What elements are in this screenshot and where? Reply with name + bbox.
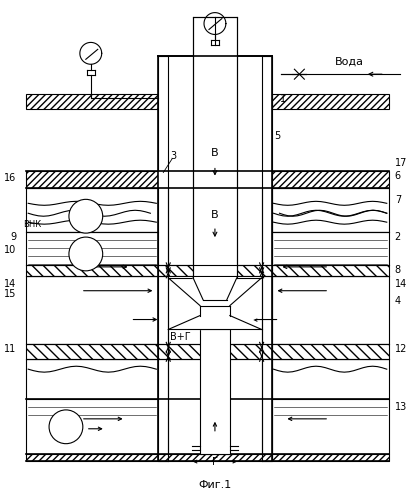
Bar xyxy=(26,454,158,461)
Circle shape xyxy=(49,410,83,444)
Text: 12: 12 xyxy=(395,344,407,354)
Bar xyxy=(272,399,389,454)
Text: 5: 5 xyxy=(275,131,281,141)
Text: 2: 2 xyxy=(395,232,401,242)
Bar xyxy=(158,344,272,359)
Bar xyxy=(26,344,158,359)
Bar xyxy=(158,265,272,276)
Text: ВНК: ВНК xyxy=(23,220,42,229)
Bar xyxy=(272,359,389,399)
Bar xyxy=(272,265,389,276)
Text: Г: Г xyxy=(62,422,69,432)
Text: 14: 14 xyxy=(395,279,407,289)
Text: Вода: Вода xyxy=(335,56,363,66)
Polygon shape xyxy=(168,315,262,329)
Text: Г: Г xyxy=(67,424,74,434)
Bar xyxy=(272,232,389,265)
Bar xyxy=(262,56,272,461)
Text: В+Г: В+Г xyxy=(170,332,191,342)
Text: 3: 3 xyxy=(170,151,176,161)
Text: 10: 10 xyxy=(4,245,16,255)
Polygon shape xyxy=(168,278,262,315)
Bar xyxy=(26,359,158,399)
Bar xyxy=(158,171,272,189)
Text: В: В xyxy=(211,148,219,158)
Text: В: В xyxy=(211,210,219,220)
Bar xyxy=(26,171,158,189)
Bar xyxy=(26,94,158,109)
Bar xyxy=(272,454,389,461)
Text: Фиг.1: Фиг.1 xyxy=(199,481,231,491)
Text: 16: 16 xyxy=(4,174,16,184)
Text: 4: 4 xyxy=(395,295,401,306)
Bar xyxy=(26,265,158,276)
Bar xyxy=(26,399,158,454)
Bar xyxy=(193,16,237,278)
Text: Г: Г xyxy=(212,457,218,467)
Bar xyxy=(272,189,389,232)
Bar xyxy=(26,276,158,344)
Text: В: В xyxy=(82,249,90,259)
Bar xyxy=(200,329,230,454)
Bar xyxy=(158,56,168,461)
Text: 11: 11 xyxy=(4,344,16,354)
Text: Н: Н xyxy=(82,211,90,221)
Circle shape xyxy=(69,199,103,233)
Bar xyxy=(158,454,272,461)
Text: 8: 8 xyxy=(395,265,401,275)
Bar xyxy=(272,344,389,359)
Text: 6: 6 xyxy=(395,171,401,181)
Circle shape xyxy=(69,237,103,271)
Text: 15: 15 xyxy=(4,289,16,299)
Text: 9: 9 xyxy=(10,232,16,242)
Text: 13: 13 xyxy=(395,402,407,412)
Bar xyxy=(26,189,158,232)
Text: 1: 1 xyxy=(279,94,286,104)
Bar xyxy=(26,232,158,265)
Text: 14: 14 xyxy=(4,279,16,289)
Polygon shape xyxy=(193,278,237,300)
Bar xyxy=(272,171,389,189)
Bar xyxy=(272,276,389,344)
Bar xyxy=(272,94,389,109)
Text: 17: 17 xyxy=(395,158,407,168)
Text: 7: 7 xyxy=(395,195,401,205)
